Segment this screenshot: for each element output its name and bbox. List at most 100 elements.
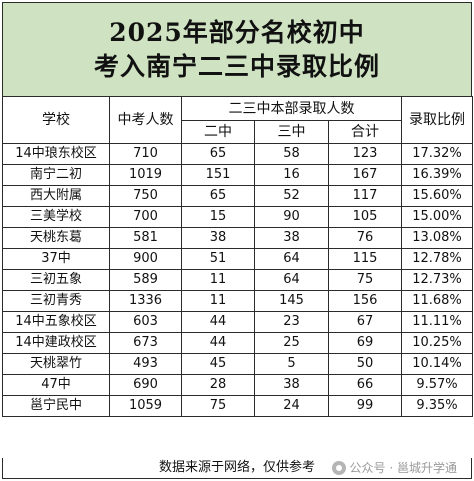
table-row: 天桃翠竹 493 45 5 50 10.14% (2, 353, 474, 375)
header-er-zhong: 二中 (181, 120, 255, 144)
cell-ratio: 11.11% (401, 311, 474, 333)
cell-school: 邕宁民中 (2, 395, 110, 417)
watermark: 公众号 · 邕城升学通 (327, 458, 457, 478)
cell-school: 14中建政校区 (2, 332, 110, 354)
cell-school: 天桃东葛 (2, 227, 110, 249)
cell-total: 66 (327, 374, 403, 396)
header-row-1: 学校 中考人数 二三中本部录取人数 录取比例 (2, 96, 474, 144)
cell-er-zhong: 65 (181, 143, 255, 165)
cell-exam-count: 603 (109, 311, 182, 333)
header-admission-group: 二三中本部录取人数 (180, 96, 403, 121)
table-row: 14中琅东校区 710 65 58 123 17.32% (2, 143, 474, 165)
cell-san-zhong: 38 (254, 227, 329, 249)
cell-exam-count: 1059 (109, 395, 182, 417)
cell-ratio: 17.32% (401, 143, 474, 165)
cell-er-zhong: 151 (181, 164, 255, 186)
table-row: 三初五象 589 11 64 75 12.73% (2, 269, 474, 291)
cell-school: 14中琅东校区 (2, 143, 110, 165)
cell-school: 47中 (2, 374, 110, 396)
cell-exam-count: 900 (109, 248, 182, 270)
cell-ratio: 9.35% (401, 395, 474, 417)
cell-total: 156 (327, 290, 403, 312)
cell-er-zhong: 44 (181, 332, 255, 354)
watermark-text: 公众号 · 邕城升学通 (349, 461, 457, 475)
header-ratio: 录取比例 (401, 96, 474, 144)
header-total: 合计 (327, 120, 403, 144)
cell-san-zhong: 145 (254, 290, 329, 312)
table-row: 三美学校 700 15 90 105 15.00% (2, 206, 474, 228)
header-school: 学校 (2, 96, 110, 144)
cell-school: 南宁二初 (2, 164, 110, 186)
cell-er-zhong: 28 (181, 374, 255, 396)
cell-exam-count: 581 (109, 227, 182, 249)
cell-san-zhong: 52 (254, 185, 329, 207)
cell-er-zhong: 44 (181, 311, 255, 333)
cell-ratio: 16.39% (401, 164, 474, 186)
cell-total: 167 (327, 164, 403, 186)
cell-exam-count: 690 (109, 374, 182, 396)
header-row-2: 二中 三中 合计 (3, 120, 473, 144)
cell-ratio: 13.08% (401, 227, 474, 249)
cell-school: 三初五象 (2, 269, 110, 291)
table-row: 14中建政校区 673 44 25 69 10.25% (2, 332, 474, 354)
cell-exam-count: 710 (109, 143, 182, 165)
header-san-zhong: 三中 (254, 120, 329, 144)
cell-school: 三美学校 (2, 206, 110, 228)
cell-san-zhong: 64 (254, 269, 329, 291)
title-block: 2025年部分名校初中 考入南宁二三中录取比例 (2, 2, 472, 97)
cell-school: 三初青秀 (2, 290, 110, 312)
title-line-1: 2025年部分名校初中 (109, 17, 365, 47)
cell-exam-count: 493 (109, 353, 182, 375)
cell-ratio: 12.78% (401, 248, 474, 270)
table-row: 三初青秀 1336 11 145 156 11.68% (2, 290, 474, 312)
cell-ratio: 11.68% (401, 290, 474, 312)
cell-total: 105 (327, 206, 403, 228)
cell-ratio: 10.25% (401, 332, 474, 354)
title-line-2: 考入南宁二三中录取比例 (93, 51, 380, 81)
admission-table: 学校 中考人数 二三中本部录取人数 录取比例 二中 三中 合计 14中琅东校区 7… (2, 96, 474, 417)
cell-total: 115 (327, 248, 403, 270)
cell-total: 67 (327, 311, 403, 333)
cell-san-zhong: 64 (254, 248, 329, 270)
cell-ratio: 10.14% (401, 353, 474, 375)
cell-ratio: 15.60% (401, 185, 474, 207)
table-row: 邕宁民中 1059 75 24 99 9.35% (2, 395, 474, 417)
cell-total: 76 (327, 227, 403, 249)
cell-san-zhong: 24 (254, 395, 329, 417)
cell-san-zhong: 58 (254, 143, 329, 165)
cell-school: 西大附属 (2, 185, 110, 207)
cell-san-zhong: 25 (254, 332, 329, 354)
cell-total: 123 (327, 143, 403, 165)
cell-er-zhong: 51 (181, 248, 255, 270)
table-body: 14中琅东校区 710 65 58 123 17.32% 南宁二初 1019 151 16 167 1… (2, 143, 474, 417)
cell-total: 75 (327, 269, 403, 291)
cell-er-zhong: 11 (181, 269, 255, 291)
cell-total: 69 (327, 332, 403, 354)
table-row: 47中 690 28 38 66 9.57% (2, 374, 474, 396)
table-row: 西大附属 750 65 52 117 15.60% (2, 185, 474, 207)
cell-er-zhong: 65 (181, 185, 255, 207)
cell-exam-count: 750 (109, 185, 182, 207)
cell-total: 117 (327, 185, 403, 207)
header-exam-count: 中考人数 (109, 96, 182, 144)
cell-er-zhong: 38 (181, 227, 255, 249)
cell-san-zhong: 38 (254, 374, 329, 396)
cell-total: 99 (327, 395, 403, 417)
cell-exam-count: 1336 (109, 290, 182, 312)
cell-er-zhong: 15 (181, 206, 255, 228)
cell-ratio: 9.57% (401, 374, 474, 396)
cell-exam-count: 1019 (109, 164, 182, 186)
cell-san-zhong: 16 (254, 164, 329, 186)
cell-ratio: 12.73% (401, 269, 474, 291)
cell-san-zhong: 5 (254, 353, 329, 375)
cell-er-zhong: 11 (181, 290, 255, 312)
cell-exam-count: 700 (109, 206, 182, 228)
cell-total: 50 (327, 353, 403, 375)
cell-er-zhong: 45 (181, 353, 255, 375)
source-note: 数据来源于网络，仅供参考 (158, 460, 315, 475)
cell-ratio: 15.00% (401, 206, 474, 228)
table-row: 天桃东葛 581 38 38 76 13.08% (2, 227, 474, 249)
cell-school: 37中 (2, 248, 110, 270)
wechat-account-icon (331, 461, 346, 475)
